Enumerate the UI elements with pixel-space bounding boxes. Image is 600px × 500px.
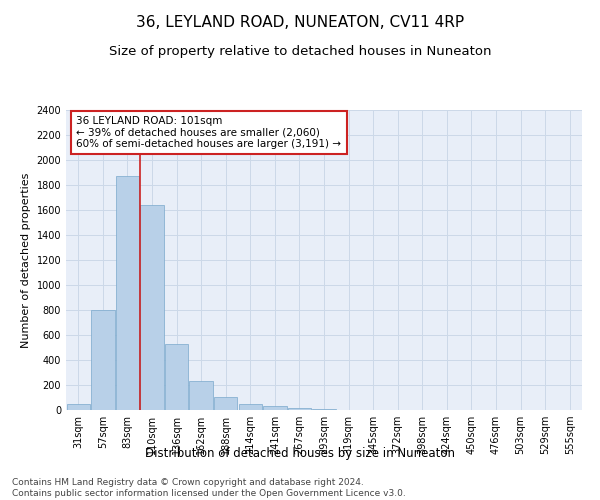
Text: 36 LEYLAND ROAD: 101sqm
← 39% of detached houses are smaller (2,060)
60% of semi: 36 LEYLAND ROAD: 101sqm ← 39% of detache…	[76, 116, 341, 149]
Text: Size of property relative to detached houses in Nuneaton: Size of property relative to detached ho…	[109, 45, 491, 58]
Bar	[165, 344, 188, 410]
Bar	[116, 176, 139, 410]
Bar	[239, 404, 262, 410]
Bar	[190, 380, 213, 410]
Text: Contains HM Land Registry data © Crown copyright and database right 2024.
Contai: Contains HM Land Registry data © Crown c…	[12, 478, 406, 498]
Bar	[214, 397, 238, 410]
Bar	[313, 409, 335, 410]
Text: 36, LEYLAND ROAD, NUNEATON, CV11 4RP: 36, LEYLAND ROAD, NUNEATON, CV11 4RP	[136, 15, 464, 30]
Bar	[91, 310, 115, 410]
Bar	[263, 406, 287, 410]
Bar	[140, 205, 164, 410]
Bar	[288, 408, 311, 410]
Text: Distribution of detached houses by size in Nuneaton: Distribution of detached houses by size …	[145, 448, 455, 460]
Y-axis label: Number of detached properties: Number of detached properties	[21, 172, 31, 348]
Bar	[67, 404, 90, 410]
